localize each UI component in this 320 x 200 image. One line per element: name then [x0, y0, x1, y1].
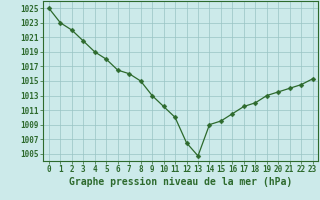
X-axis label: Graphe pression niveau de la mer (hPa): Graphe pression niveau de la mer (hPa)	[69, 177, 292, 187]
